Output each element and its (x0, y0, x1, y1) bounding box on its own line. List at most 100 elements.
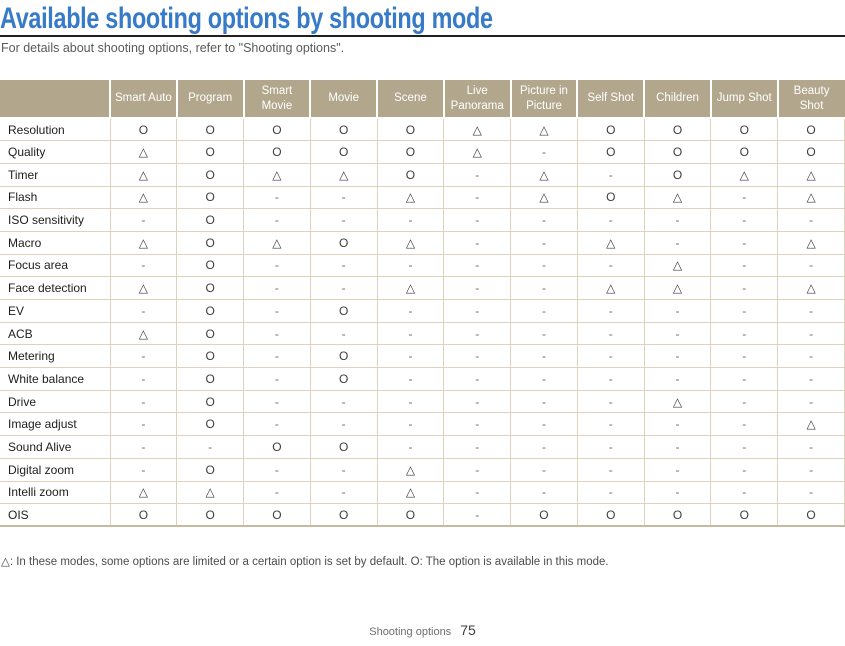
unavailable-mark: - (376, 412, 445, 437)
unavailable-mark: - (710, 367, 779, 391)
unavailable-mark: - (443, 457, 512, 482)
unavailable-mark: - (710, 480, 779, 505)
unavailable-mark: - (109, 389, 178, 414)
limited-mark: △ (376, 276, 445, 300)
limited-mark: △ (643, 185, 712, 210)
available-mark: O (243, 117, 311, 142)
unavailable-mark: - (443, 276, 512, 300)
available-mark: O (376, 117, 445, 142)
available-mark: O (777, 140, 845, 164)
unavailable-mark: - (510, 253, 578, 278)
unavailable-mark: - (243, 480, 311, 505)
table-row-focus-area: Focus area - O - - - - - - △ - - (0, 253, 845, 278)
footer-page-number: 75 (460, 622, 476, 638)
table-row-ev: EV - O - O - - - - - - - (0, 299, 845, 323)
available-mark: O (176, 253, 245, 278)
unavailable-mark: - (376, 367, 445, 391)
limited-mark: △ (109, 321, 178, 346)
table-row-quality: Quality △ O O O O △ - O O O O (0, 140, 845, 164)
limited-mark: △ (576, 230, 645, 255)
available-mark: O (176, 276, 245, 300)
unavailable-mark: - (243, 367, 311, 391)
unavailable-mark: - (376, 389, 445, 414)
available-mark: O (376, 140, 445, 164)
unavailable-mark: - (443, 367, 512, 391)
unavailable-mark: - (777, 367, 845, 391)
column-header-children: Children (644, 80, 712, 119)
unavailable-mark: - (710, 457, 779, 482)
available-mark: O (643, 117, 712, 142)
unavailable-mark: - (777, 253, 845, 278)
unavailable-mark: - (243, 389, 311, 414)
unavailable-mark: - (710, 253, 779, 278)
available-mark: O (176, 140, 245, 164)
table-row-iso-sensitivity: ISO sensitivity - O - - - - - - - - - (0, 208, 845, 232)
available-mark: O (176, 412, 245, 437)
unavailable-mark: - (510, 321, 578, 346)
table-row-sound-alive: Sound Alive - - O O - - - - - - - (0, 435, 845, 459)
unavailable-mark: - (510, 208, 578, 232)
available-mark: O (243, 503, 311, 528)
table-row-face-detection: Face detection △ O - - △ - - △ △ - △ (0, 276, 845, 300)
column-header-jump-shot: Jump Shot (710, 80, 779, 119)
legend-note: △: In these modes, some options are limi… (1, 556, 609, 568)
unavailable-mark: - (109, 457, 178, 482)
column-header-movie: Movie (310, 80, 379, 119)
limited-mark: △ (376, 480, 445, 505)
unavailable-mark: - (777, 344, 845, 369)
unavailable-mark: - (510, 480, 578, 505)
row-label: Focus area (0, 253, 111, 278)
unavailable-mark: - (576, 321, 645, 346)
table-row-macro: Macro △ O △ O △ - - △ - - △ (0, 230, 845, 255)
table-row-acb: ACB △ O - - - - - - - - - (0, 321, 845, 346)
available-mark: O (109, 117, 178, 142)
unavailable-mark: - (777, 480, 845, 505)
unavailable-mark: - (710, 208, 779, 232)
available-mark: O (777, 117, 845, 142)
available-mark: O (176, 117, 245, 142)
limited-mark: △ (777, 230, 845, 255)
limited-mark: △ (109, 162, 178, 187)
unavailable-mark: - (376, 208, 445, 232)
limited-mark: △ (777, 276, 845, 300)
unavailable-mark: - (109, 344, 178, 369)
unavailable-mark: - (243, 185, 311, 210)
row-label: Drive (0, 389, 111, 414)
unavailable-mark: - (443, 299, 512, 323)
unavailable-mark: - (443, 208, 512, 232)
available-mark: O (376, 162, 445, 187)
unavailable-mark: - (576, 253, 645, 278)
unavailable-mark: - (243, 457, 311, 482)
available-mark: O (576, 140, 645, 164)
limited-mark: △ (510, 162, 578, 187)
unavailable-mark: - (309, 412, 378, 437)
unavailable-mark: - (643, 321, 712, 346)
available-mark: O (643, 162, 712, 187)
row-label: OIS (0, 503, 111, 528)
available-mark: O (309, 344, 378, 369)
unavailable-mark: - (576, 162, 645, 187)
page-title: Available shooting options by shooting m… (0, 2, 493, 35)
table-row-white-balance: White balance - O - O - - - - - - - (0, 367, 845, 391)
unavailable-mark: - (376, 344, 445, 369)
page-footer: Shooting options 75 (0, 622, 845, 640)
table-row-drive: Drive - O - - - - - - △ - - (0, 389, 845, 414)
unavailable-mark: - (309, 457, 378, 482)
unavailable-mark: - (309, 208, 378, 232)
available-mark: O (510, 503, 578, 528)
row-label: ISO sensitivity (0, 208, 111, 232)
unavailable-mark: - (443, 162, 512, 187)
available-mark: O (576, 185, 645, 210)
unavailable-mark: - (443, 435, 512, 459)
unavailable-mark: - (309, 389, 378, 414)
unavailable-mark: - (443, 321, 512, 346)
unavailable-mark: - (510, 140, 578, 164)
unavailable-mark: - (109, 299, 178, 323)
unavailable-mark: - (243, 253, 311, 278)
limited-mark: △ (777, 185, 845, 210)
unavailable-mark: - (243, 321, 311, 346)
limited-mark: △ (643, 276, 712, 300)
limited-mark: △ (309, 162, 378, 187)
unavailable-mark: - (176, 435, 245, 459)
unavailable-mark: - (510, 299, 578, 323)
